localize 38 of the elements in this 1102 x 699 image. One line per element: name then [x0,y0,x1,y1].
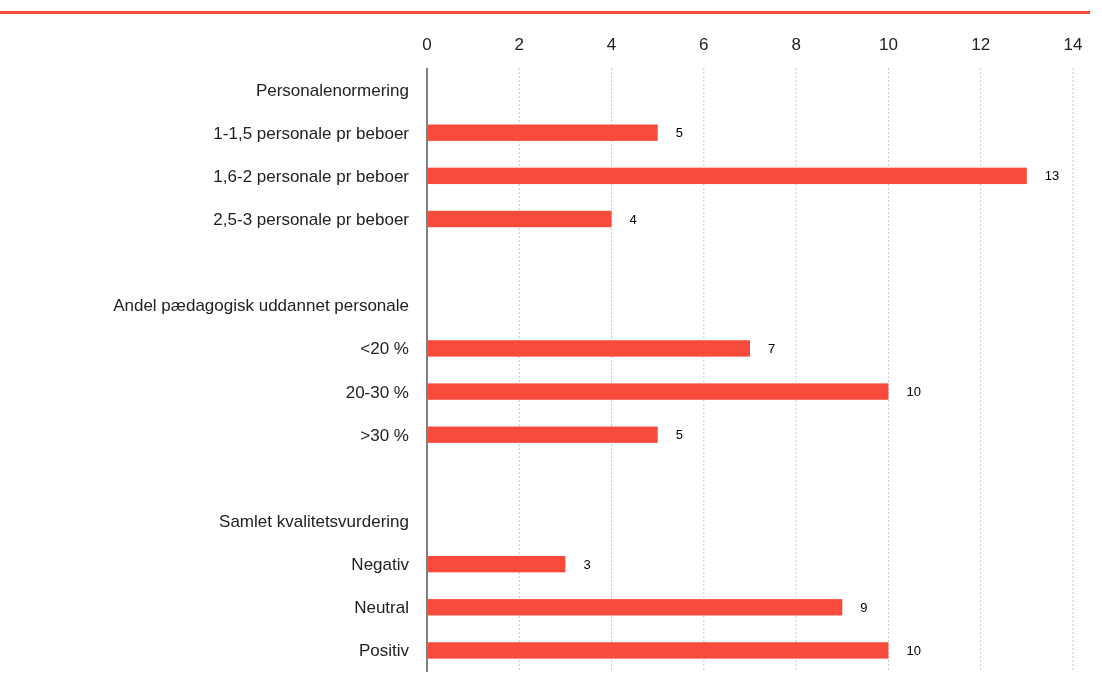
x-tick-label: 14 [1063,35,1083,54]
bar [427,383,889,400]
y-tick-label: >30 % [360,425,409,445]
data-label: 4 [629,211,637,227]
bar [427,167,1027,185]
bar [427,124,658,141]
data-label: 13 [1044,168,1060,184]
data-label: 10 [906,384,921,400]
bar [427,642,889,659]
bar [427,340,750,357]
bar [427,555,566,573]
data-label: 10 [906,642,921,658]
bar [427,210,612,228]
x-tick-label: 2 [514,35,525,54]
y-tick-label: Neutral [354,598,409,618]
x-tick-label: 0 [422,35,432,54]
data-label: 9 [860,599,868,615]
data-label: 3 [583,556,591,572]
y-tick-label: Negativ [351,555,410,575]
y-tick-label: Andel pædagogisk uddannet personale [113,296,409,316]
y-tick-label: 2,5-3 personale pr beboer [213,209,410,229]
y-tick-label: Personalenormering [255,80,409,100]
x-tick-label: 6 [699,35,709,54]
bar [427,599,843,616]
y-tick-label: 1,6-2 personale pr beboer [213,166,410,186]
data-label: 5 [675,427,683,443]
y-tick-label: <20 % [360,339,409,359]
data-label: 7 [768,340,776,356]
y-tick-label: 1-1,5 personale pr beboer [213,123,410,143]
x-tick-label: 4 [606,35,617,54]
x-tick-label: 12 [971,35,991,54]
data-label: 5 [675,125,683,141]
x-tick-label: 8 [791,35,801,54]
y-tick-label: Samlet kvalitetsvurdering [219,511,409,531]
y-tick-label: Positiv [358,641,410,661]
x-tick-label: 10 [878,35,898,54]
y-tick-label: 20-30 % [345,382,409,402]
bar [427,426,658,443]
